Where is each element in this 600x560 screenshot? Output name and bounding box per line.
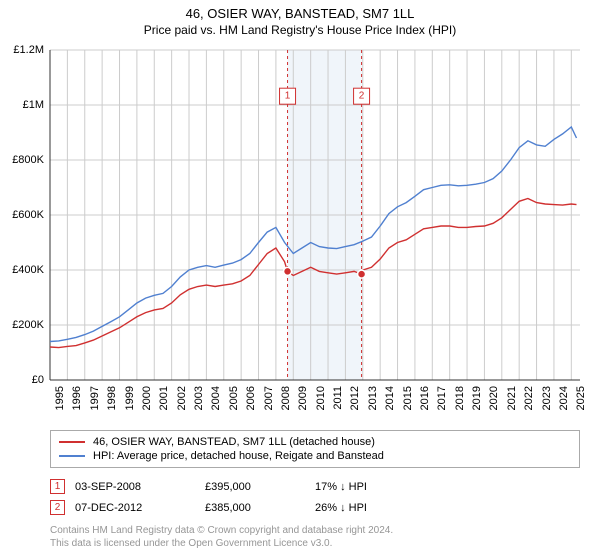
x-tick-label: 2009 [297,386,309,410]
x-tick-label: 2006 [245,386,257,410]
footer-line-1: Contains HM Land Registry data © Crown c… [50,524,580,537]
event-price: £395,000 [205,481,305,493]
x-tick-label: 2001 [158,386,170,410]
chart-title: 46, OSIER WAY, BANSTEAD, SM7 1LL [0,0,600,21]
svg-text:1: 1 [285,91,291,102]
x-tick-label: 2013 [367,386,379,410]
x-tick-label: 1997 [89,386,101,410]
legend-swatch [59,455,85,457]
x-tick-label: 1995 [54,386,66,410]
event-marker-box: 1 [50,479,65,494]
event-date: 03-SEP-2008 [75,481,195,493]
x-tick-label: 2003 [193,386,205,410]
y-tick-label: £800K [12,154,44,166]
legend-item: 46, OSIER WAY, BANSTEAD, SM7 1LL (detach… [59,435,571,449]
legend-label: HPI: Average price, detached house, Reig… [93,450,384,462]
legend-swatch [59,441,85,443]
x-tick-label: 2021 [506,386,518,410]
event-date: 07-DEC-2012 [75,502,195,514]
x-tick-label: 2010 [315,386,327,410]
x-tick-label: 2011 [332,386,344,410]
chart-legend: 46, OSIER WAY, BANSTEAD, SM7 1LL (detach… [50,430,580,468]
x-axis-labels: 1995 1996 1997 1998 1999 2000 2001 2002 2003 2004… [50,382,580,432]
x-tick-label: 2000 [141,386,153,410]
y-tick-label: £200K [12,319,44,331]
x-tick-label: 2016 [419,386,431,410]
y-tick-label: £1.2M [13,44,44,56]
x-tick-label: 2018 [454,386,466,410]
svg-text:2: 2 [359,91,365,102]
x-tick-label: 2020 [488,386,500,410]
x-tick-label: 2002 [176,386,188,410]
x-tick-label: 2017 [436,386,448,410]
x-tick-label: 2022 [523,386,535,410]
y-tick-label: £400K [12,264,44,276]
y-tick-label: £0 [32,374,44,386]
x-tick-label: 1998 [106,386,118,410]
x-tick-label: 2007 [263,386,275,410]
x-tick-label: 2019 [471,386,483,410]
chart-subtitle: Price paid vs. HM Land Registry's House … [0,21,600,37]
footer-line-2: This data is licensed under the Open Gov… [50,537,580,550]
x-tick-label: 2004 [210,386,222,410]
legend-label: 46, OSIER WAY, BANSTEAD, SM7 1LL (detach… [93,436,375,448]
y-axis-labels: £0£200K£400K£600K£800K£1M£1.2M [0,50,48,380]
chart-footer: Contains HM Land Registry data © Crown c… [50,524,580,550]
x-tick-label: 2005 [228,386,240,410]
x-tick-label: 2008 [280,386,292,410]
event-pct: 17% ↓ HPI [315,481,580,493]
events-table: 1 03-SEP-2008 £395,000 17% ↓ HPI 2 07-DEC-201… [50,476,580,518]
x-tick-label: 2014 [384,386,396,410]
event-row: 2 07-DEC-2012 £385,000 26% ↓ HPI [50,497,580,518]
x-tick-label: 1999 [124,386,136,410]
event-pct: 26% ↓ HPI [315,502,580,514]
x-tick-label: 2012 [349,386,361,410]
x-tick-label: 2024 [558,386,570,410]
y-tick-label: £600K [12,209,44,221]
event-price: £385,000 [205,502,305,514]
event-row: 1 03-SEP-2008 £395,000 17% ↓ HPI [50,476,580,497]
y-tick-label: £1M [23,99,44,111]
x-tick-label: 1996 [71,386,83,410]
event-marker-box: 2 [50,500,65,515]
x-tick-label: 2015 [402,386,414,410]
legend-item: HPI: Average price, detached house, Reig… [59,449,571,463]
x-tick-label: 2025 [575,386,587,410]
chart-plot-area: 12 [50,50,580,380]
x-tick-label: 2023 [541,386,553,410]
